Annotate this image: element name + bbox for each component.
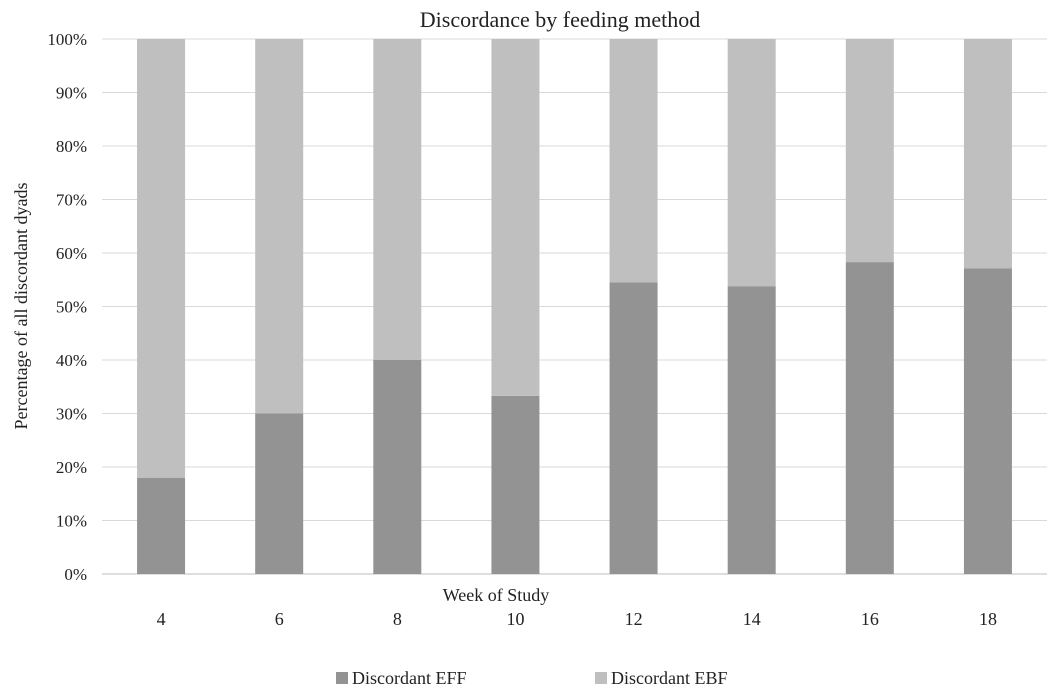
x-tick-label: 14 [743, 609, 761, 629]
y-tick-label: 10% [56, 512, 87, 531]
y-tick-label: 40% [56, 351, 87, 370]
legend-swatch [336, 672, 348, 684]
bars [137, 39, 1012, 574]
bar-discordant-ebf-week-14 [727, 39, 776, 287]
bar-discordant-ebf-week-16 [845, 39, 894, 263]
bar-discordant-eff-week-10 [491, 395, 540, 574]
y-tick-label: 80% [56, 137, 87, 156]
y-tick-labels: 0% 10% 20% 30% 40% 50% 60% 70% 80% 90% 100% [47, 30, 87, 584]
x-tick-label: 4 [157, 609, 166, 629]
y-tick-label: 60% [56, 244, 87, 263]
y-tick-label: 100% [47, 30, 87, 49]
chart-title: Discordance by feeding method [420, 7, 700, 32]
bar-discordant-ebf-week-6 [255, 39, 304, 414]
bar-discordant-eff-week-14 [727, 286, 776, 574]
legend-label: Discordant EFF [352, 668, 467, 688]
legend-swatch [595, 672, 607, 684]
bar-discordant-eff-week-16 [845, 262, 894, 574]
bar-discordant-eff-week-8 [373, 360, 422, 574]
y-tick-label: 90% [56, 84, 87, 103]
x-tick-label: 6 [275, 609, 284, 629]
y-tick-label: 0% [64, 565, 87, 584]
bar-discordant-ebf-week-10 [491, 39, 540, 396]
x-tick-label: 12 [625, 609, 643, 629]
legend: Discordant EFF Discordant EBF [336, 668, 728, 688]
x-tick-label: 8 [393, 609, 402, 629]
legend-label: Discordant EBF [611, 668, 728, 688]
x-tick-label: 18 [979, 609, 997, 629]
bar-discordant-eff-week-18 [963, 268, 1012, 574]
bar-discordant-eff-week-12 [609, 282, 658, 574]
bar-discordant-eff-week-4 [137, 477, 186, 574]
x-tick-labels: 4 6 8 10 12 14 16 18 [157, 609, 997, 629]
y-tick-label: 50% [56, 298, 87, 317]
x-tick-label: 16 [861, 609, 879, 629]
bar-discordant-ebf-week-4 [137, 39, 186, 478]
y-tick-label: 30% [56, 405, 87, 424]
bar-discordant-ebf-week-8 [373, 39, 422, 360]
y-tick-label: 20% [56, 458, 87, 477]
y-axis-label: Percentage of all discordant dyads [11, 183, 31, 430]
y-tick-label: 70% [56, 191, 87, 210]
bar-discordant-ebf-week-18 [963, 39, 1012, 269]
gridlines [102, 38, 1047, 575]
x-axis-label: Week of Study [443, 585, 550, 605]
x-tick-label: 10 [506, 609, 524, 629]
bar-discordant-eff-week-6 [255, 413, 304, 574]
bar-discordant-ebf-week-12 [609, 39, 658, 283]
